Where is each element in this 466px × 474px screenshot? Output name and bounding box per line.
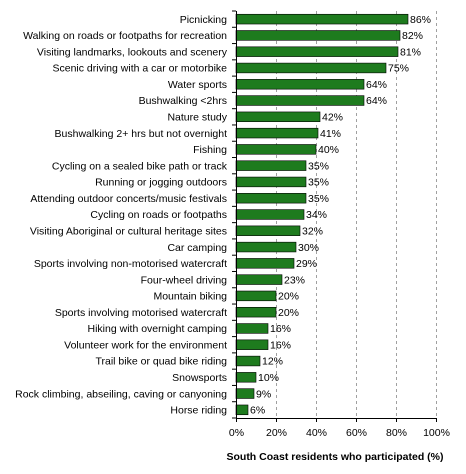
data-label: 35% <box>308 177 329 189</box>
category-label: Car camping <box>167 242 227 254</box>
data-label: 6% <box>250 405 265 417</box>
category-label: Horse riding <box>170 405 227 417</box>
category-label: Bushwalking 2+ hrs but not overnight <box>55 128 228 140</box>
bar <box>235 46 399 57</box>
x-tick-label: 40% <box>306 427 327 439</box>
bar <box>235 176 307 188</box>
data-label: 86% <box>410 14 431 26</box>
category-label: Running or jogging outdoors <box>95 177 227 189</box>
data-label: 40% <box>318 144 339 156</box>
bar <box>235 323 269 334</box>
category-label: Four-wheel driving <box>141 274 228 286</box>
category-label: Cycling on roads or footpaths <box>90 209 227 221</box>
category-label: Volunteer work for the environment <box>64 339 227 351</box>
bar <box>235 30 401 41</box>
category-label: Fishing <box>193 144 227 156</box>
data-label: 64% <box>366 79 387 91</box>
category-label: Water sports <box>168 79 227 91</box>
bar <box>235 79 365 90</box>
labels: Picnicking 86% Walking on roads or footpat… <box>15 14 450 439</box>
data-label: 16% <box>270 339 291 351</box>
data-label: 12% <box>262 356 283 368</box>
bar <box>235 225 301 236</box>
category-label: Bushwalking <2hrs <box>139 95 227 107</box>
category-label: Visiting Aboriginal or cultural heritage… <box>30 225 227 237</box>
data-label: 10% <box>258 372 279 384</box>
data-label: 75% <box>388 63 409 75</box>
data-label: 82% <box>402 30 423 42</box>
category-label: Nature study <box>167 112 227 124</box>
data-label: 20% <box>278 307 299 319</box>
category-label: Rock climbing, abseiling, caving or cany… <box>15 388 227 400</box>
bar <box>235 388 255 399</box>
data-label: 23% <box>284 274 305 286</box>
bar <box>235 355 261 367</box>
data-label: 30% <box>298 242 319 254</box>
bar <box>235 95 365 106</box>
category-label: Hiking with overnight camping <box>88 323 228 335</box>
data-label: 9% <box>256 388 271 400</box>
bar <box>235 290 277 302</box>
data-label: 34% <box>306 209 327 221</box>
bar <box>235 127 319 139</box>
category-label: Scenic driving with a car or motorbike <box>53 63 228 75</box>
category-label: Attending outdoor concerts/music festiva… <box>30 193 227 205</box>
data-label: 20% <box>278 291 299 303</box>
bar <box>235 144 317 155</box>
bar <box>235 372 257 383</box>
bar <box>235 160 307 171</box>
category-label: Sports involving motorised watercraft <box>55 307 227 319</box>
bar <box>235 258 295 269</box>
x-tick-label: 60% <box>346 427 367 439</box>
x-tick-label: 20% <box>266 427 287 439</box>
category-label: Mountain biking <box>153 291 227 303</box>
bar <box>235 274 283 285</box>
bar <box>235 209 305 220</box>
bar <box>235 241 297 253</box>
bar <box>235 193 307 204</box>
x-tick-label: 100% <box>423 427 450 439</box>
category-label: Walking on roads or footpaths for recrea… <box>23 30 227 42</box>
bars <box>235 13 409 416</box>
category-label: Sports involving non-motorised watercraf… <box>34 258 227 270</box>
category-label: Cycling on a sealed bike path or track <box>52 160 228 172</box>
bar <box>235 13 409 25</box>
bar <box>235 62 387 74</box>
data-label: 64% <box>366 95 387 107</box>
axes <box>232 10 437 422</box>
gridlines <box>276 11 437 418</box>
category-label: Visiting landmarks, lookouts and scenery <box>37 46 228 58</box>
x-axis-title: South Coast residents who participated (… <box>226 451 443 463</box>
data-label: 42% <box>322 112 343 124</box>
x-tick-label: 80% <box>386 427 407 439</box>
data-label: 81% <box>400 46 421 58</box>
bar <box>235 111 321 123</box>
x-tick-label: 0% <box>229 427 244 439</box>
data-label: 16% <box>270 323 291 335</box>
category-label: Picnicking <box>180 14 227 26</box>
bar <box>235 339 269 350</box>
data-label: 35% <box>308 160 329 172</box>
data-label: 29% <box>296 258 317 270</box>
category-label: Trail bike or quad bike riding <box>95 356 227 368</box>
data-label: 32% <box>302 225 323 237</box>
bar <box>235 306 277 318</box>
bar <box>235 404 249 416</box>
data-label: 41% <box>320 128 341 140</box>
category-label: Snowsports <box>172 372 227 384</box>
data-label: 35% <box>308 193 329 205</box>
